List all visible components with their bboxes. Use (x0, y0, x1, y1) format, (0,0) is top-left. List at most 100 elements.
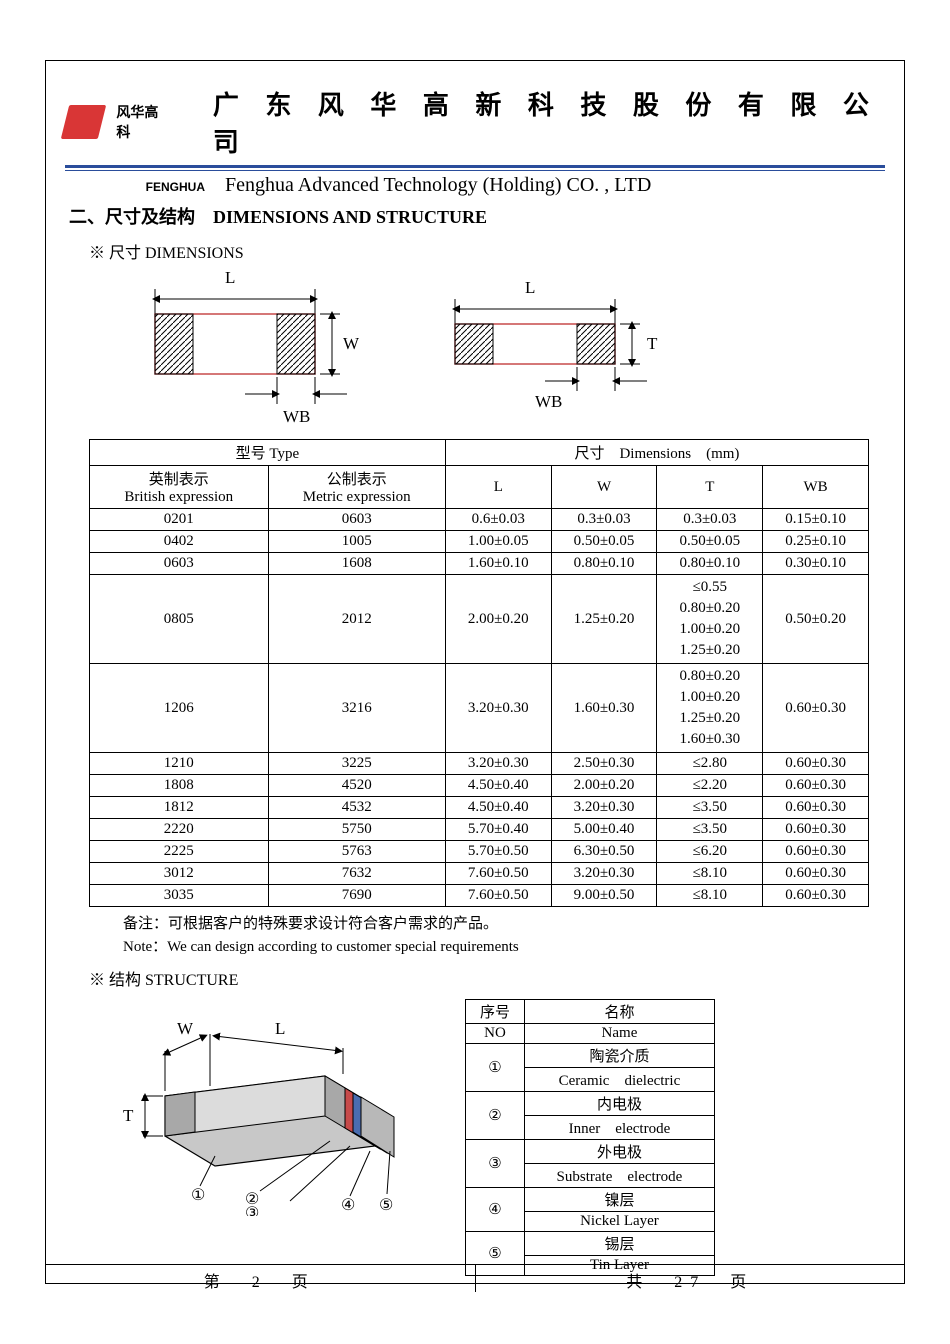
cell-m: 7632 (268, 863, 445, 885)
cell-b: 2220 (90, 819, 269, 841)
cell-m: 3225 (268, 753, 445, 775)
structure-table: 序号名称 NOName ①陶瓷介质Ceramic dielectric②内电极I… (465, 999, 715, 1276)
cell-L: 5.70±0.40 (445, 819, 551, 841)
cell-b: 3035 (90, 885, 269, 907)
table-row: 121032253.20±0.302.50±0.30≤2.800.60±0.30 (90, 753, 869, 775)
note-cn: 备注：可根据客户的特殊要求设计符合客户需求的产品。 (123, 913, 885, 936)
cell-m: 1005 (268, 531, 445, 553)
note-en: Note：We can design according to customer… (123, 936, 885, 959)
cell-L: 3.20±0.30 (445, 664, 551, 753)
label-L2: L (525, 278, 535, 297)
diagram-top-view: L W WB (125, 269, 365, 429)
sd-T: T (123, 1106, 134, 1125)
struct-row: ③外电极 (466, 1140, 715, 1164)
sd-1: ① (191, 1187, 205, 1204)
cell-T: 0.80±0.10 (657, 553, 763, 575)
cell-WB: 0.15±0.10 (763, 509, 869, 531)
cell-m: 5750 (268, 819, 445, 841)
table-row: 303576907.60±0.509.00±0.50≤8.100.60±0.30 (90, 885, 869, 907)
table-row: 120632163.20±0.301.60±0.300.80±0.201.00±… (90, 664, 869, 753)
cell-WB: 0.60±0.30 (763, 753, 869, 775)
label-T: T (647, 334, 658, 353)
header-rule (65, 165, 885, 171)
cell-W: 1.60±0.30 (551, 664, 657, 753)
th-brit: 英制表示British expression (90, 466, 269, 509)
table-header-row: 英制表示British expression 公制表示Metric expres… (90, 466, 869, 509)
th-T: T (657, 466, 763, 509)
cell-m: 1608 (268, 553, 445, 575)
table-row: 080520122.00±0.201.25±0.20≤0.550.80±0.20… (90, 575, 869, 664)
th-WB: WB (763, 466, 869, 509)
cell-T: ≤0.550.80±0.201.00±0.201.25±0.20 (657, 575, 763, 664)
cell-L: 1.00±0.05 (445, 531, 551, 553)
footer-page-current: 第 2 页 (45, 1265, 476, 1292)
cell-T: ≤6.20 (657, 841, 763, 863)
th-type: 型号 Type (90, 440, 446, 466)
table-row: 060316081.60±0.100.80±0.100.80±0.100.30±… (90, 553, 869, 575)
logo-icon (61, 105, 107, 139)
cell-WB: 0.60±0.30 (763, 664, 869, 753)
cell-W: 0.50±0.05 (551, 531, 657, 553)
st-no-cn: 序号 (466, 1000, 525, 1024)
cell-WB: 0.60±0.30 (763, 841, 869, 863)
cell-T: 0.80±0.201.00±0.201.25±0.201.60±0.30 (657, 664, 763, 753)
notes: 备注：可根据客户的特殊要求设计符合客户需求的产品。 Note：We can de… (123, 913, 885, 958)
cell-T: ≤2.80 (657, 753, 763, 775)
sd-L: L (275, 1019, 285, 1038)
cell-WB: 0.25±0.10 (763, 531, 869, 553)
cell-W: 0.3±0.03 (551, 509, 657, 531)
structure-diagram: W L T ① ② ③ ④ ⑤ (95, 996, 435, 1216)
footer-page-total: 共 27 页 (476, 1265, 906, 1292)
cell-m: 2012 (268, 575, 445, 664)
st-name-cn: 名称 (524, 1000, 714, 1024)
struct-row: ①陶瓷介质 (466, 1044, 715, 1068)
th-L: L (445, 466, 551, 509)
cell-T: ≤8.10 (657, 885, 763, 907)
table-row: 222557635.70±0.506.30±0.50≤6.200.60±0.30 (90, 841, 869, 863)
cell-T: ≤8.10 (657, 863, 763, 885)
brand-name-en: FENGHUA (65, 180, 225, 194)
struct-name-cn: 外电极 (524, 1140, 714, 1164)
cell-W: 6.30±0.50 (551, 841, 657, 863)
cell-T: 0.3±0.03 (657, 509, 763, 531)
cell-WB: 0.60±0.30 (763, 797, 869, 819)
cell-WB: 0.60±0.30 (763, 775, 869, 797)
cell-L: 4.50±0.40 (445, 775, 551, 797)
cell-W: 3.20±0.30 (551, 797, 657, 819)
cell-m: 4532 (268, 797, 445, 819)
cell-W: 9.00±0.50 (551, 885, 657, 907)
cell-m: 4520 (268, 775, 445, 797)
struct-name-cn: 锡层 (524, 1232, 714, 1256)
struct-name-cn: 陶瓷介质 (524, 1044, 714, 1068)
cell-m: 5763 (268, 841, 445, 863)
cell-b: 0603 (90, 553, 269, 575)
struct-name-cn: 内电极 (524, 1092, 714, 1116)
struct-name-en: Inner electrode (524, 1116, 714, 1140)
cell-W: 1.25±0.20 (551, 575, 657, 664)
struct-no: ③ (466, 1140, 525, 1188)
struct-no: ④ (466, 1188, 525, 1232)
cell-b: 0402 (90, 531, 269, 553)
header: 风华高科 广 东 风 华 高 新 科 技 股 份 有 限 公 司 (65, 85, 885, 159)
section-title: 二、尺寸及结构 DIMENSIONS AND STRUCTURE (69, 203, 885, 229)
table-row: 040210051.00±0.050.50±0.050.50±0.050.25±… (90, 531, 869, 553)
cell-L: 4.50±0.40 (445, 797, 551, 819)
cell-b: 1210 (90, 753, 269, 775)
table-header-row: 型号 Type 尺寸 Dimensions (mm) (90, 440, 869, 466)
st-no-en: NO (466, 1024, 525, 1044)
cell-b: 2225 (90, 841, 269, 863)
dimensions-title: ※ 尺寸 DIMENSIONS (89, 239, 885, 263)
table-row: 020106030.6±0.030.3±0.030.3±0.030.15±0.1… (90, 509, 869, 531)
label-WB: WB (283, 407, 310, 426)
sd-4: ④ (341, 1197, 355, 1214)
cell-b: 0805 (90, 575, 269, 664)
cell-L: 5.70±0.50 (445, 841, 551, 863)
cell-L: 3.20±0.30 (445, 753, 551, 775)
cell-WB: 0.60±0.30 (763, 863, 869, 885)
struct-row: ②内电极 (466, 1092, 715, 1116)
footer: 第 2 页 共 27 页 (45, 1264, 905, 1294)
cell-m: 3216 (268, 664, 445, 753)
cell-b: 1812 (90, 797, 269, 819)
cell-b: 1808 (90, 775, 269, 797)
structure-area: W L T ① ② ③ ④ ⑤ 序号名称 NOName ①陶瓷介质Ceramic… (65, 996, 885, 1276)
